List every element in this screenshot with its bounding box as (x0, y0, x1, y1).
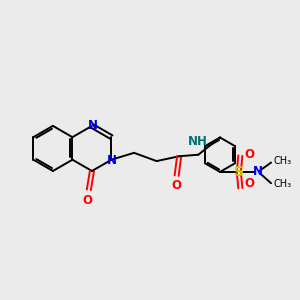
Text: S: S (234, 165, 244, 179)
Text: CH₃: CH₃ (274, 179, 292, 190)
Text: N: N (106, 154, 116, 167)
Text: N: N (88, 119, 98, 132)
Text: O: O (82, 194, 92, 206)
Text: O: O (244, 148, 254, 160)
Text: N: N (253, 165, 262, 178)
Text: O: O (244, 177, 254, 190)
Text: O: O (171, 179, 181, 192)
Text: CH₃: CH₃ (274, 156, 292, 166)
Text: NH: NH (188, 135, 207, 148)
